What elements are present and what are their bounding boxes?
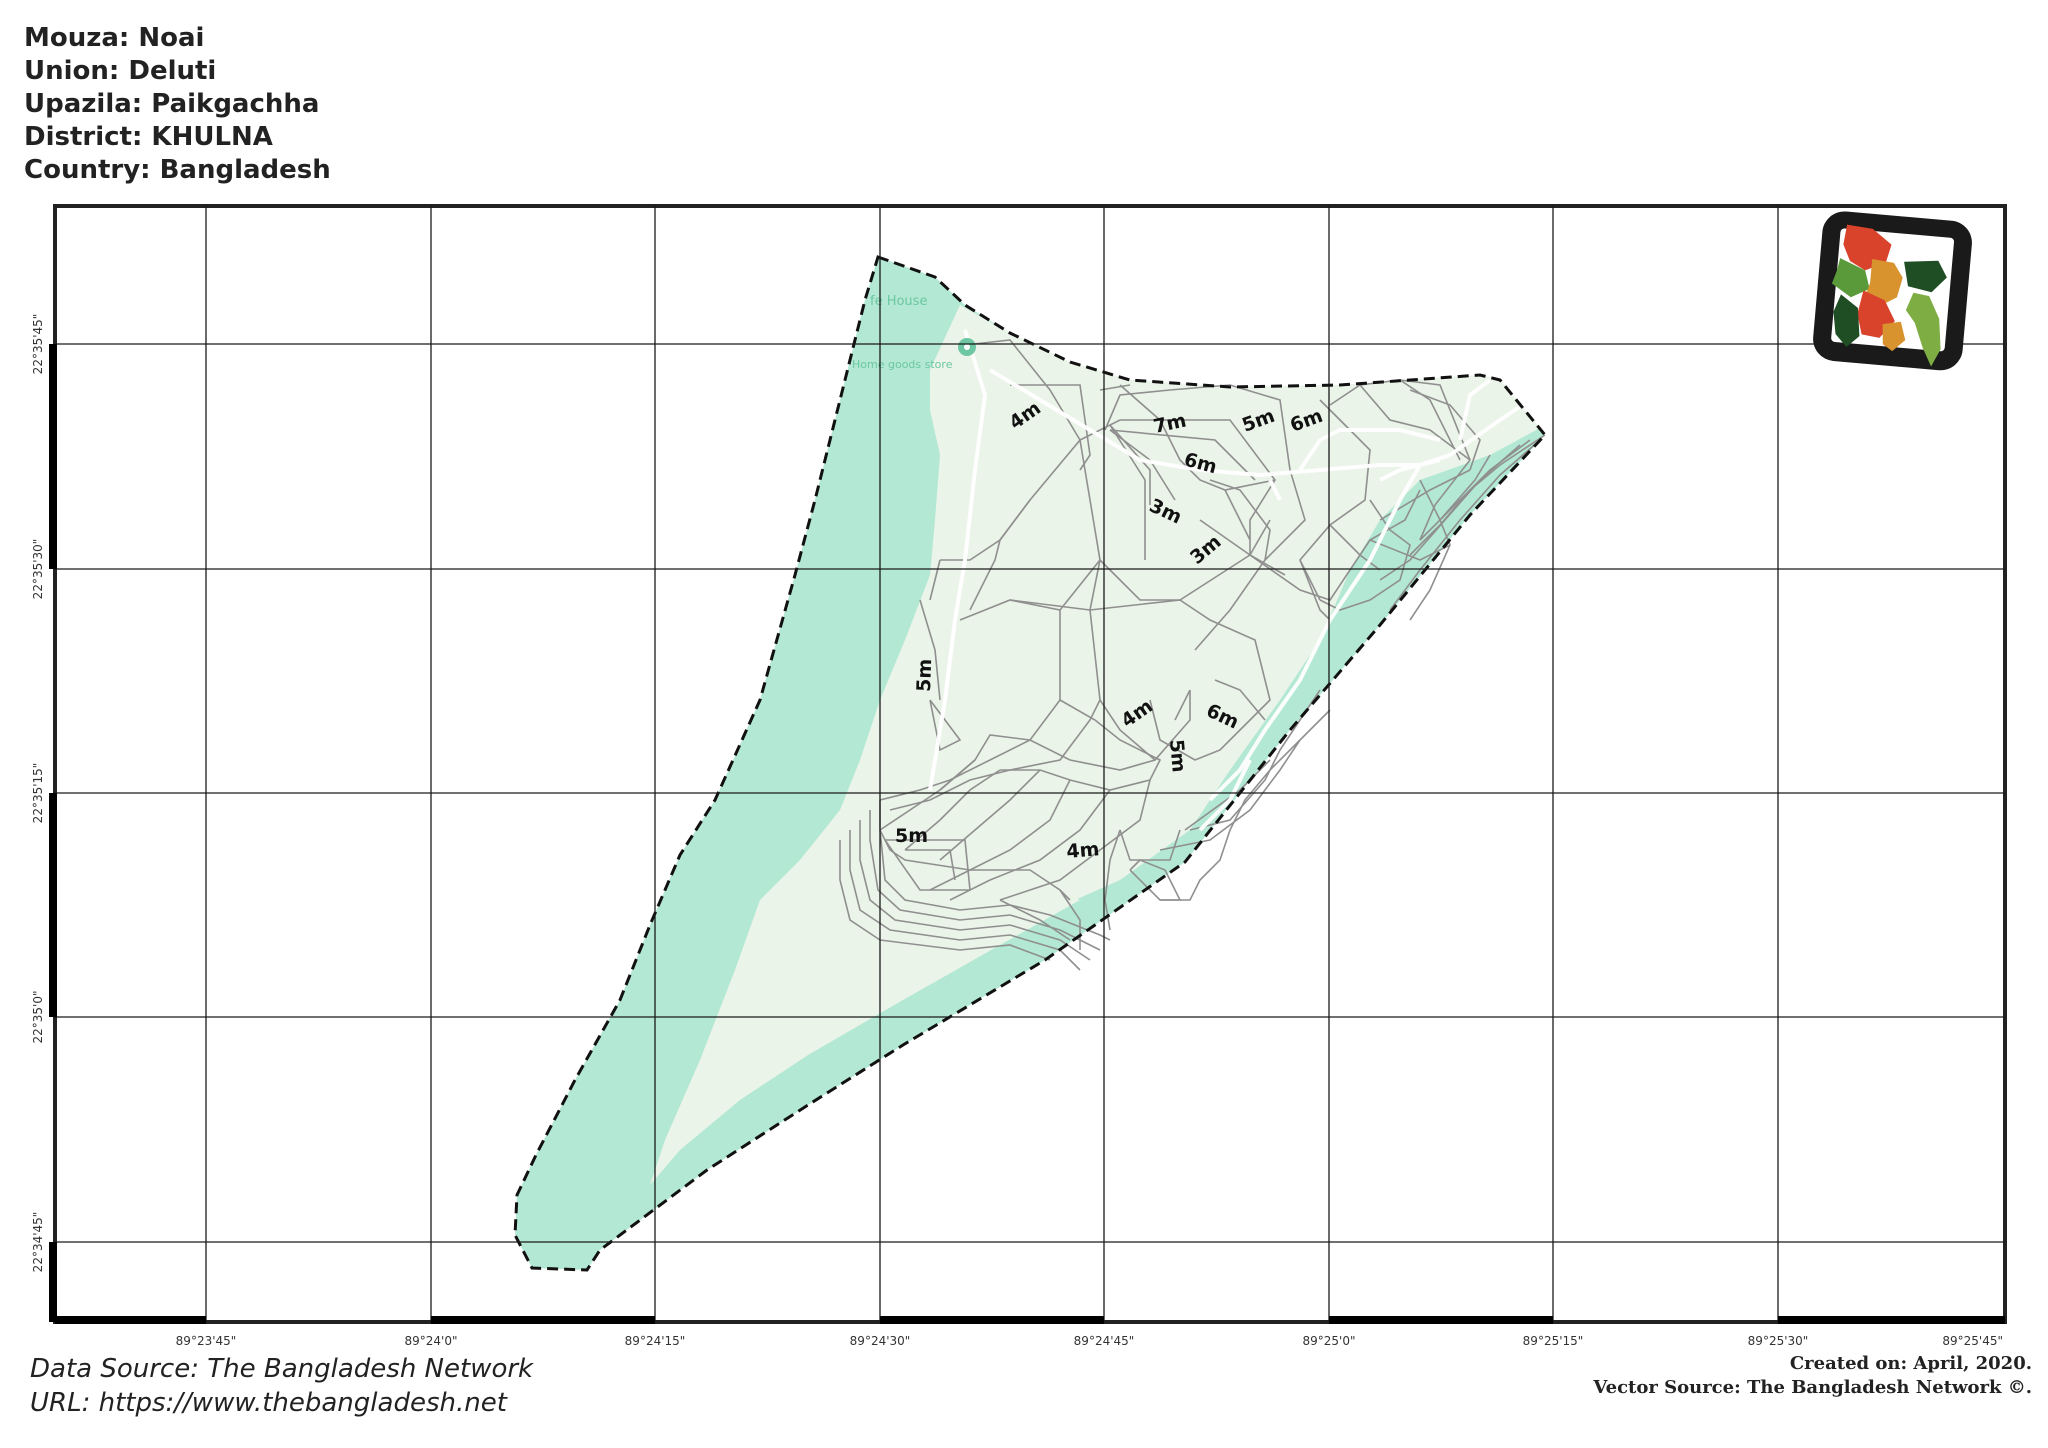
- data-source-label: Data Source: The Bangladesh Network: [30, 1354, 534, 1384]
- poi-label-store: Home goods store: [852, 358, 953, 371]
- y-tick-label: 22°35'15": [31, 763, 45, 824]
- scale-bar-segment: [880, 1316, 1104, 1324]
- scale-bar-segment: [49, 1242, 57, 1322]
- created-label: Created on: April, 2020.: [1789, 1353, 2032, 1374]
- map-header: Mouza: Noai Union: Deluti Upazila: Paikg…: [24, 22, 331, 187]
- land-wedge: [650, 895, 1080, 1185]
- x-tick-labels: 89°23'45" 89°24'0" 89°24'15" 89°24'30" 89°24…: [176, 1334, 2003, 1348]
- vector-source-label: Vector Source: The Bangladesh Network ©.: [1593, 1377, 2032, 1398]
- y-tick-label: 22°34'45": [31, 1212, 45, 1273]
- scale-bar-segment: [1778, 1316, 2005, 1324]
- contour-label: 5m: [895, 825, 928, 847]
- x-tick-label: 89°23'45": [176, 1334, 237, 1348]
- frame-scale-bars: [49, 344, 2005, 1324]
- district-label: District: KHULNA: [24, 122, 273, 152]
- x-tick-label: 89°24'0": [405, 1334, 458, 1348]
- scale-bar-segment: [1329, 1316, 1553, 1324]
- country-label: Country: Bangladesh: [24, 155, 331, 185]
- scale-bar-segment: [55, 1316, 206, 1324]
- x-tick-label: 89°25'30": [1748, 1334, 1809, 1348]
- scale-bar-segment: [49, 344, 57, 569]
- x-tick-label: 89°25'15": [1523, 1334, 1584, 1348]
- y-tick-label: 22°35'45": [31, 314, 45, 375]
- bangladesh-divisions-map-icon: [1813, 211, 1972, 371]
- footer-credits: Created on: April, 2020. Vector Source: …: [1593, 1352, 2032, 1400]
- y-tick-label: 22°35'0": [31, 991, 45, 1044]
- contour-label: 5m: [1165, 739, 1190, 774]
- x-tick-label: 89°25'45": [1942, 1334, 2003, 1348]
- x-tick-label: 89°24'15": [625, 1334, 686, 1348]
- contour-label: 4m: [1066, 838, 1101, 863]
- land-area: [650, 305, 1540, 1185]
- y-tick-label: 22°35'30": [31, 539, 45, 600]
- scale-bar-segment: [431, 1316, 655, 1324]
- contour-label: 5m: [913, 658, 936, 692]
- union-label: Union: Deluti: [24, 56, 217, 86]
- poi-label-house: fe House: [870, 294, 927, 309]
- mouza-label: Mouza: Noai: [24, 23, 205, 53]
- x-tick-label: 89°24'45": [1074, 1334, 1135, 1348]
- graticule: [55, 206, 2005, 1322]
- upazila-label: Upazila: Paikgachha: [24, 89, 320, 119]
- mouza-boundary: [513, 255, 1547, 1272]
- scale-bar-segment: [49, 793, 57, 1017]
- store-pin-dot: [964, 344, 970, 350]
- footer-source: Data Source: The Bangladesh Network URL:…: [30, 1352, 533, 1420]
- contour-lines: [839, 339, 1546, 971]
- x-tick-label: 89°24'30": [850, 1334, 911, 1348]
- y-tick-labels: 22°35'45" 22°35'30" 22°35'15" 22°35'0" 22°34…: [31, 314, 45, 1273]
- url-label: URL: https://www.thebangladesh.net: [30, 1388, 507, 1418]
- x-tick-label: 89°25'0": [1303, 1334, 1356, 1348]
